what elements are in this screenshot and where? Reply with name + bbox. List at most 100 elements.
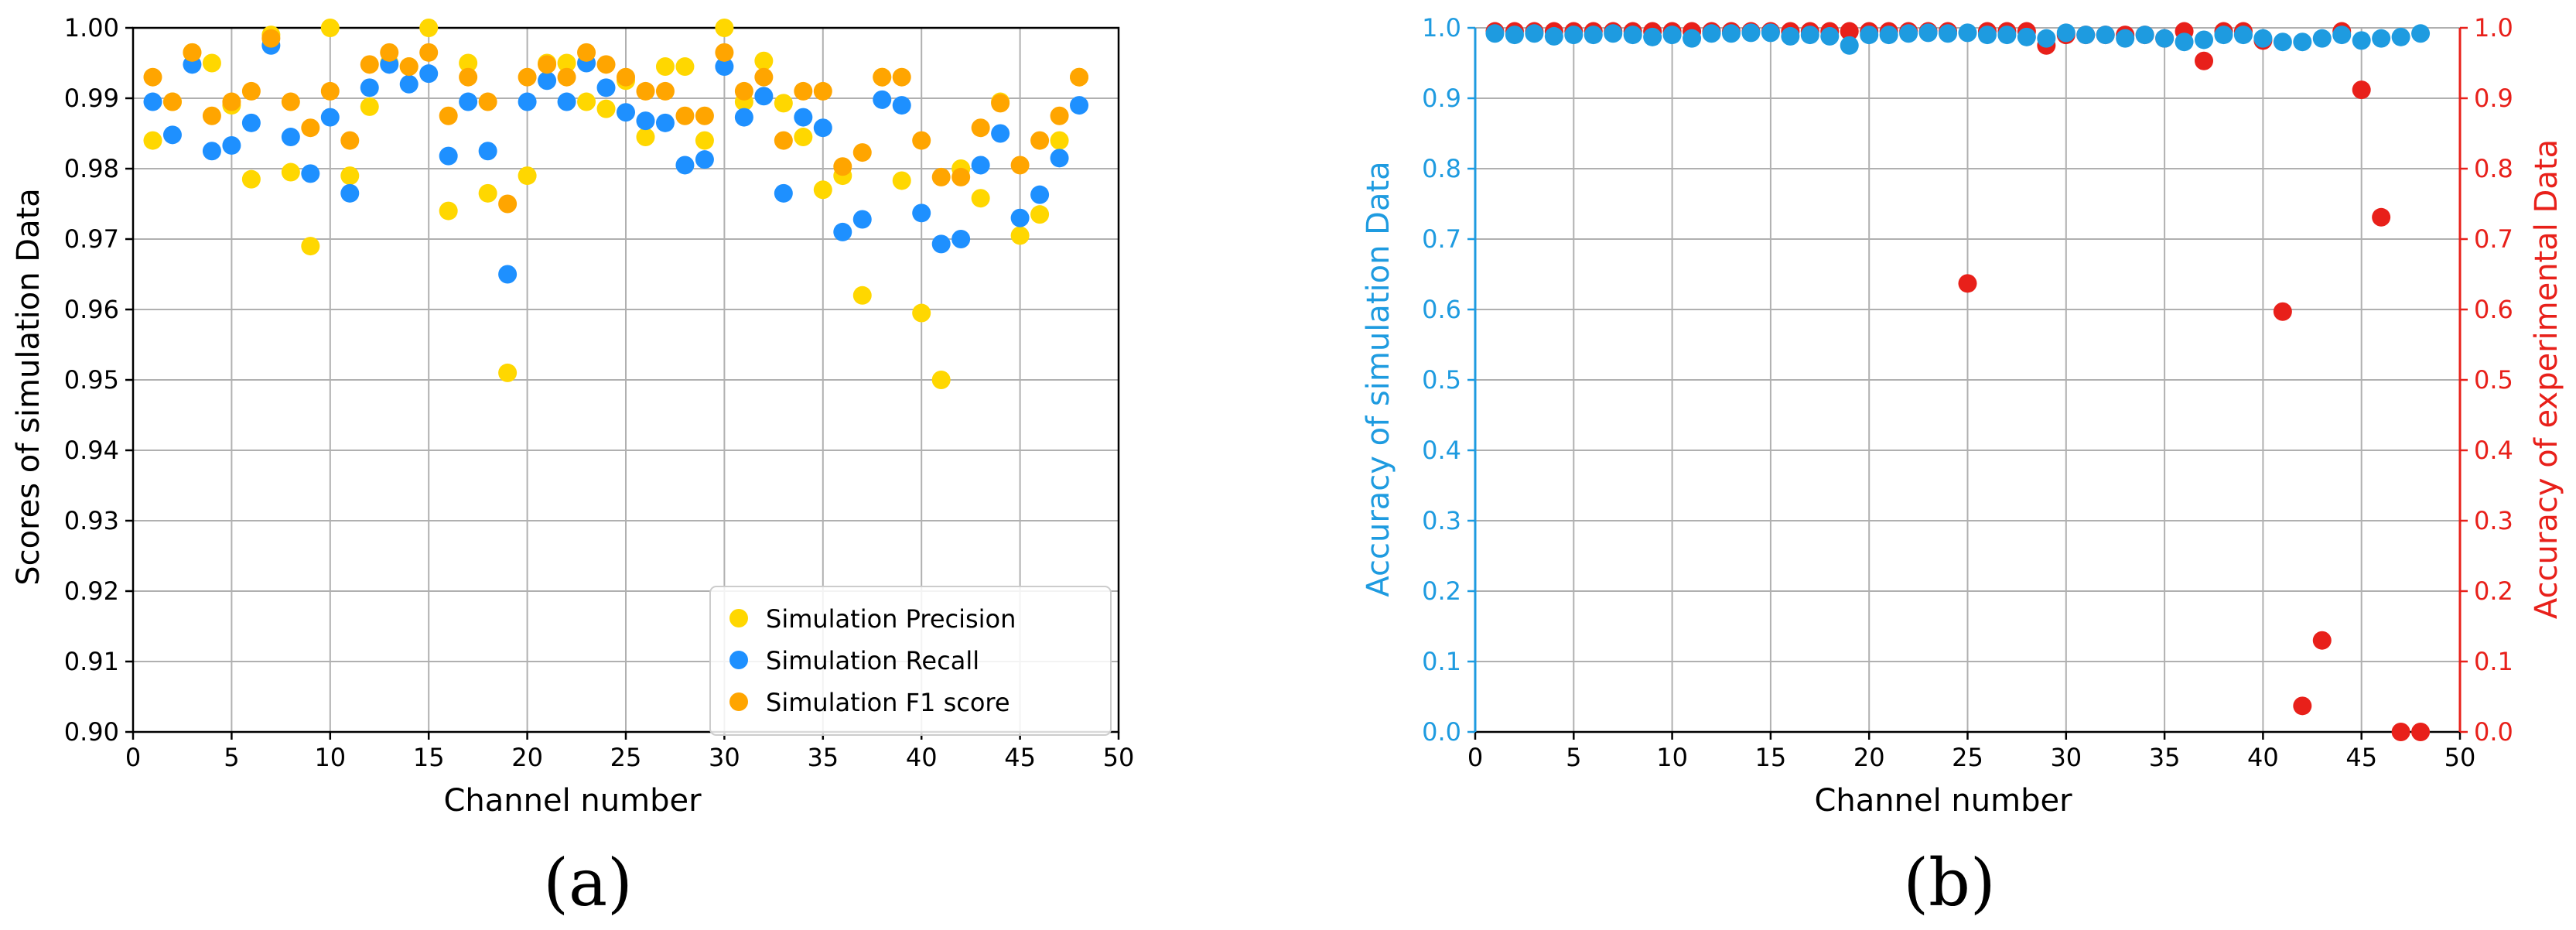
panel-b-right-tick-label: 0.2	[2474, 576, 2513, 606]
data-point	[1939, 24, 1958, 43]
data-point	[202, 142, 221, 161]
data-point	[655, 57, 675, 77]
data-point	[596, 99, 616, 118]
data-point	[1879, 26, 1898, 45]
data-point	[1030, 131, 1050, 150]
data-point	[143, 67, 162, 87]
data-point	[675, 156, 695, 175]
data-point	[281, 128, 300, 147]
data-point	[813, 81, 832, 101]
panel-a-x-tick-label: 35	[807, 743, 839, 772]
panel-a-caption: (a)	[543, 845, 633, 921]
data-point	[241, 81, 261, 101]
data-point	[1721, 24, 1741, 43]
data-point	[2332, 26, 2352, 45]
data-point	[2352, 80, 2371, 100]
data-point	[754, 87, 774, 106]
data-point	[1702, 24, 1721, 43]
data-point	[734, 81, 753, 101]
data-point	[261, 29, 281, 48]
data-point	[794, 81, 813, 101]
data-point	[320, 108, 340, 127]
data-point	[931, 167, 951, 186]
panel-a-x-tick-label: 50	[1103, 743, 1135, 772]
data-point	[183, 43, 202, 62]
data-point	[1485, 24, 1505, 43]
legend-label-recall: Simulation Recall	[766, 646, 979, 675]
data-point	[2233, 26, 2253, 45]
data-point	[2175, 32, 2194, 52]
data-point	[340, 166, 360, 186]
data-point	[2116, 29, 2135, 48]
data-point	[833, 157, 852, 176]
data-point	[1918, 23, 1938, 43]
data-point	[715, 43, 734, 62]
data-point	[2195, 51, 2214, 70]
panel-b-right-tick-label: 0.1	[2474, 647, 2513, 676]
data-point	[1840, 22, 1859, 41]
panel-b-left-tick-label: 1.0	[1422, 13, 1461, 43]
panel-b-right-axis-label: Accuracy of experimental Data	[2529, 139, 2564, 619]
data-point	[439, 201, 458, 221]
panel-b-grid	[1474, 27, 2461, 733]
panel-b-x-tick-label: 25	[1952, 743, 1983, 772]
data-point	[301, 237, 320, 256]
data-point	[931, 371, 951, 389]
data-point	[419, 19, 439, 37]
panel-a-x-tick-label: 5	[224, 743, 239, 772]
data-point	[202, 106, 221, 125]
panel-b-left-tick-label: 0.7	[1422, 224, 1461, 254]
data-point	[1683, 29, 1702, 48]
data-point	[2096, 26, 2115, 45]
data-point	[2352, 31, 2371, 50]
data-point	[143, 131, 162, 150]
panel-b-left-tick-label: 0.1	[1422, 647, 1461, 676]
data-point	[1899, 24, 1918, 43]
data-point	[774, 131, 793, 150]
panel-b-right-tick-label: 0.9	[2474, 84, 2513, 113]
data-point	[498, 194, 518, 214]
legend-label-precision: Simulation Precision	[766, 604, 1016, 634]
data-point	[951, 230, 971, 248]
data-point	[1070, 96, 1089, 115]
panel-a-legend-box	[709, 586, 1112, 736]
data-point	[498, 265, 518, 284]
panel-a-x-tick-label: 45	[1004, 743, 1036, 772]
data-point	[1800, 26, 1819, 45]
data-point	[2372, 207, 2391, 227]
series-simulation-recall	[143, 36, 1089, 284]
data-point	[695, 131, 714, 150]
data-point	[1050, 131, 1069, 150]
data-point	[162, 125, 182, 145]
legend-marker-f1	[729, 692, 748, 711]
data-point	[774, 94, 793, 113]
data-point	[518, 166, 537, 186]
data-point	[1010, 156, 1030, 175]
panel-b-x-tick-label: 5	[1566, 743, 1581, 772]
data-point	[2411, 24, 2431, 43]
panel-b-x-tick-label: 50	[2444, 743, 2476, 772]
data-point	[892, 171, 911, 190]
data-point	[675, 57, 695, 77]
data-point	[813, 180, 832, 200]
data-point	[340, 183, 360, 203]
data-point	[2253, 29, 2273, 48]
data-point	[1840, 36, 1859, 55]
data-point	[655, 113, 675, 132]
panel-a-x-tick-label: 15	[413, 743, 445, 772]
data-point	[873, 67, 892, 87]
data-point	[1030, 185, 1050, 204]
data-point	[320, 81, 340, 101]
data-point	[202, 53, 221, 73]
data-point	[1010, 208, 1030, 227]
data-point	[2312, 29, 2332, 48]
data-point	[459, 67, 478, 87]
data-point	[419, 64, 439, 84]
panel-a-y-tick-label: 0.93	[64, 506, 119, 535]
data-point	[380, 43, 399, 62]
panel-b-right-tick-label: 0.6	[2474, 295, 2513, 324]
data-point	[2037, 29, 2056, 48]
data-point	[557, 53, 576, 73]
data-point	[360, 55, 379, 74]
panel-a-y-tick-label: 0.98	[64, 154, 119, 183]
